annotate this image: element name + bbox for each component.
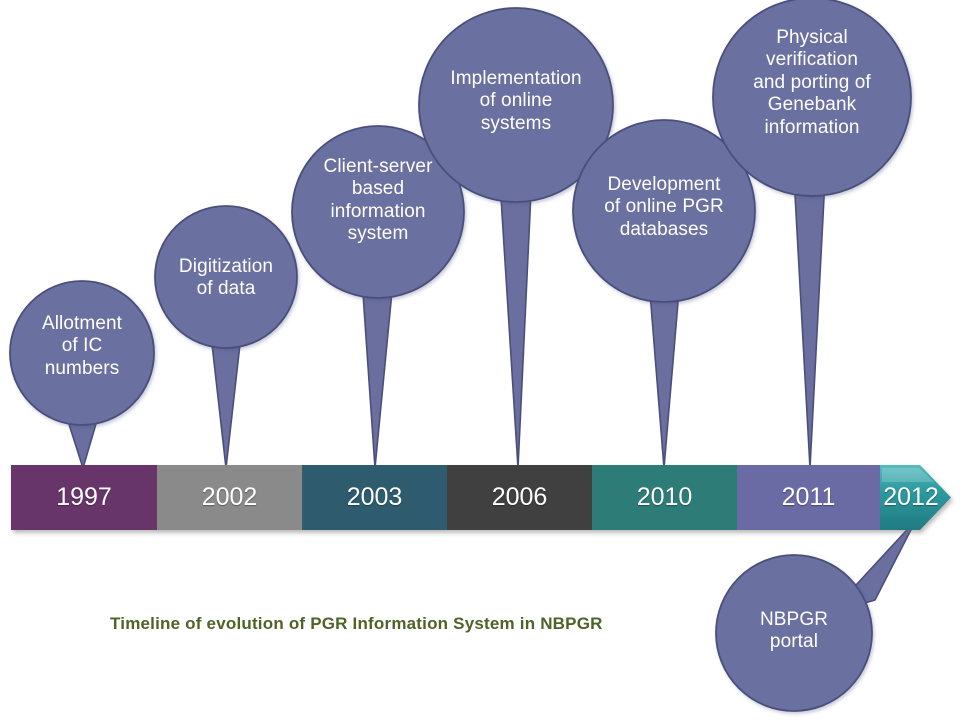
- balloon-circle-2003[interactable]: [291, 125, 465, 299]
- segment-2012-highlight: [882, 468, 934, 482]
- balloon-circle-2012[interactable]: [715, 554, 873, 712]
- segment-2006[interactable]: [447, 465, 592, 530]
- diagram-caption: Timeline of evolution of PGR Information…: [110, 614, 603, 633]
- segment-2010[interactable]: [592, 465, 737, 530]
- segment-1997[interactable]: [11, 465, 157, 530]
- balloon-circle-2010[interactable]: [572, 119, 756, 303]
- balloon-circles: [9, 0, 912, 712]
- balloon-circle-2006[interactable]: [418, 7, 614, 203]
- segment-2011[interactable]: [737, 465, 880, 530]
- balloon-tails: [57, 139, 917, 625]
- timeline-bar: [11, 465, 951, 530]
- balloon-circle-1997[interactable]: [9, 280, 155, 426]
- balloon-circle-2002[interactable]: [154, 205, 298, 349]
- balloon-circle-2011[interactable]: [712, 0, 912, 197]
- segment-2003[interactable]: [302, 465, 447, 530]
- segment-2002[interactable]: [157, 465, 302, 530]
